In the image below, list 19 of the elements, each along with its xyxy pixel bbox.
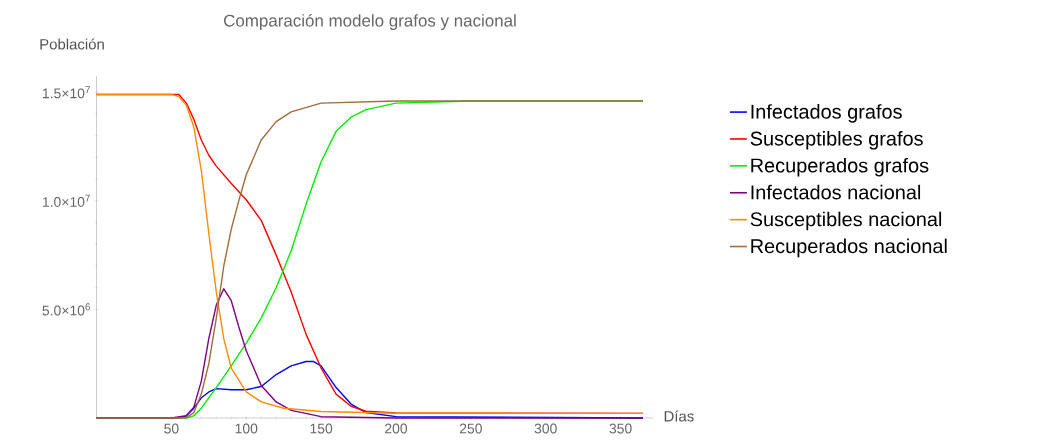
x-tick-label: 250 [459, 423, 482, 434]
y-axis-title: Población [40, 38, 104, 50]
y-tick-label: 1.0×10$^{7}$ [42, 194, 90, 207]
x-tick-label: 350 [609, 423, 632, 434]
x-tick-label: 200 [385, 423, 408, 434]
legend-label: Recuperados nacional [751, 238, 947, 258]
x-tick-label: 300 [534, 423, 557, 434]
legend-label: Infectados nacional [751, 184, 921, 200]
x-tick-label: 50 [164, 423, 179, 434]
legend-label: Susceptibles nacional [750, 211, 942, 231]
x-tick-label: 150 [310, 423, 333, 434]
legend-label: Susceptibles grafos [750, 131, 923, 150]
legend-label: Recuperados grafos [751, 157, 929, 177]
x-axis-title: Días [664, 410, 694, 422]
y-tick-label: 5.0×10$^{6}$ [42, 303, 90, 316]
y-tick-label: 1.5×10$^{7}$ [42, 86, 90, 99]
x-tick-label: 100 [235, 423, 258, 434]
legend-label: Infectados grafos [751, 104, 902, 123]
chart-title: Comparación modelo grafos y nacional [224, 14, 516, 30]
